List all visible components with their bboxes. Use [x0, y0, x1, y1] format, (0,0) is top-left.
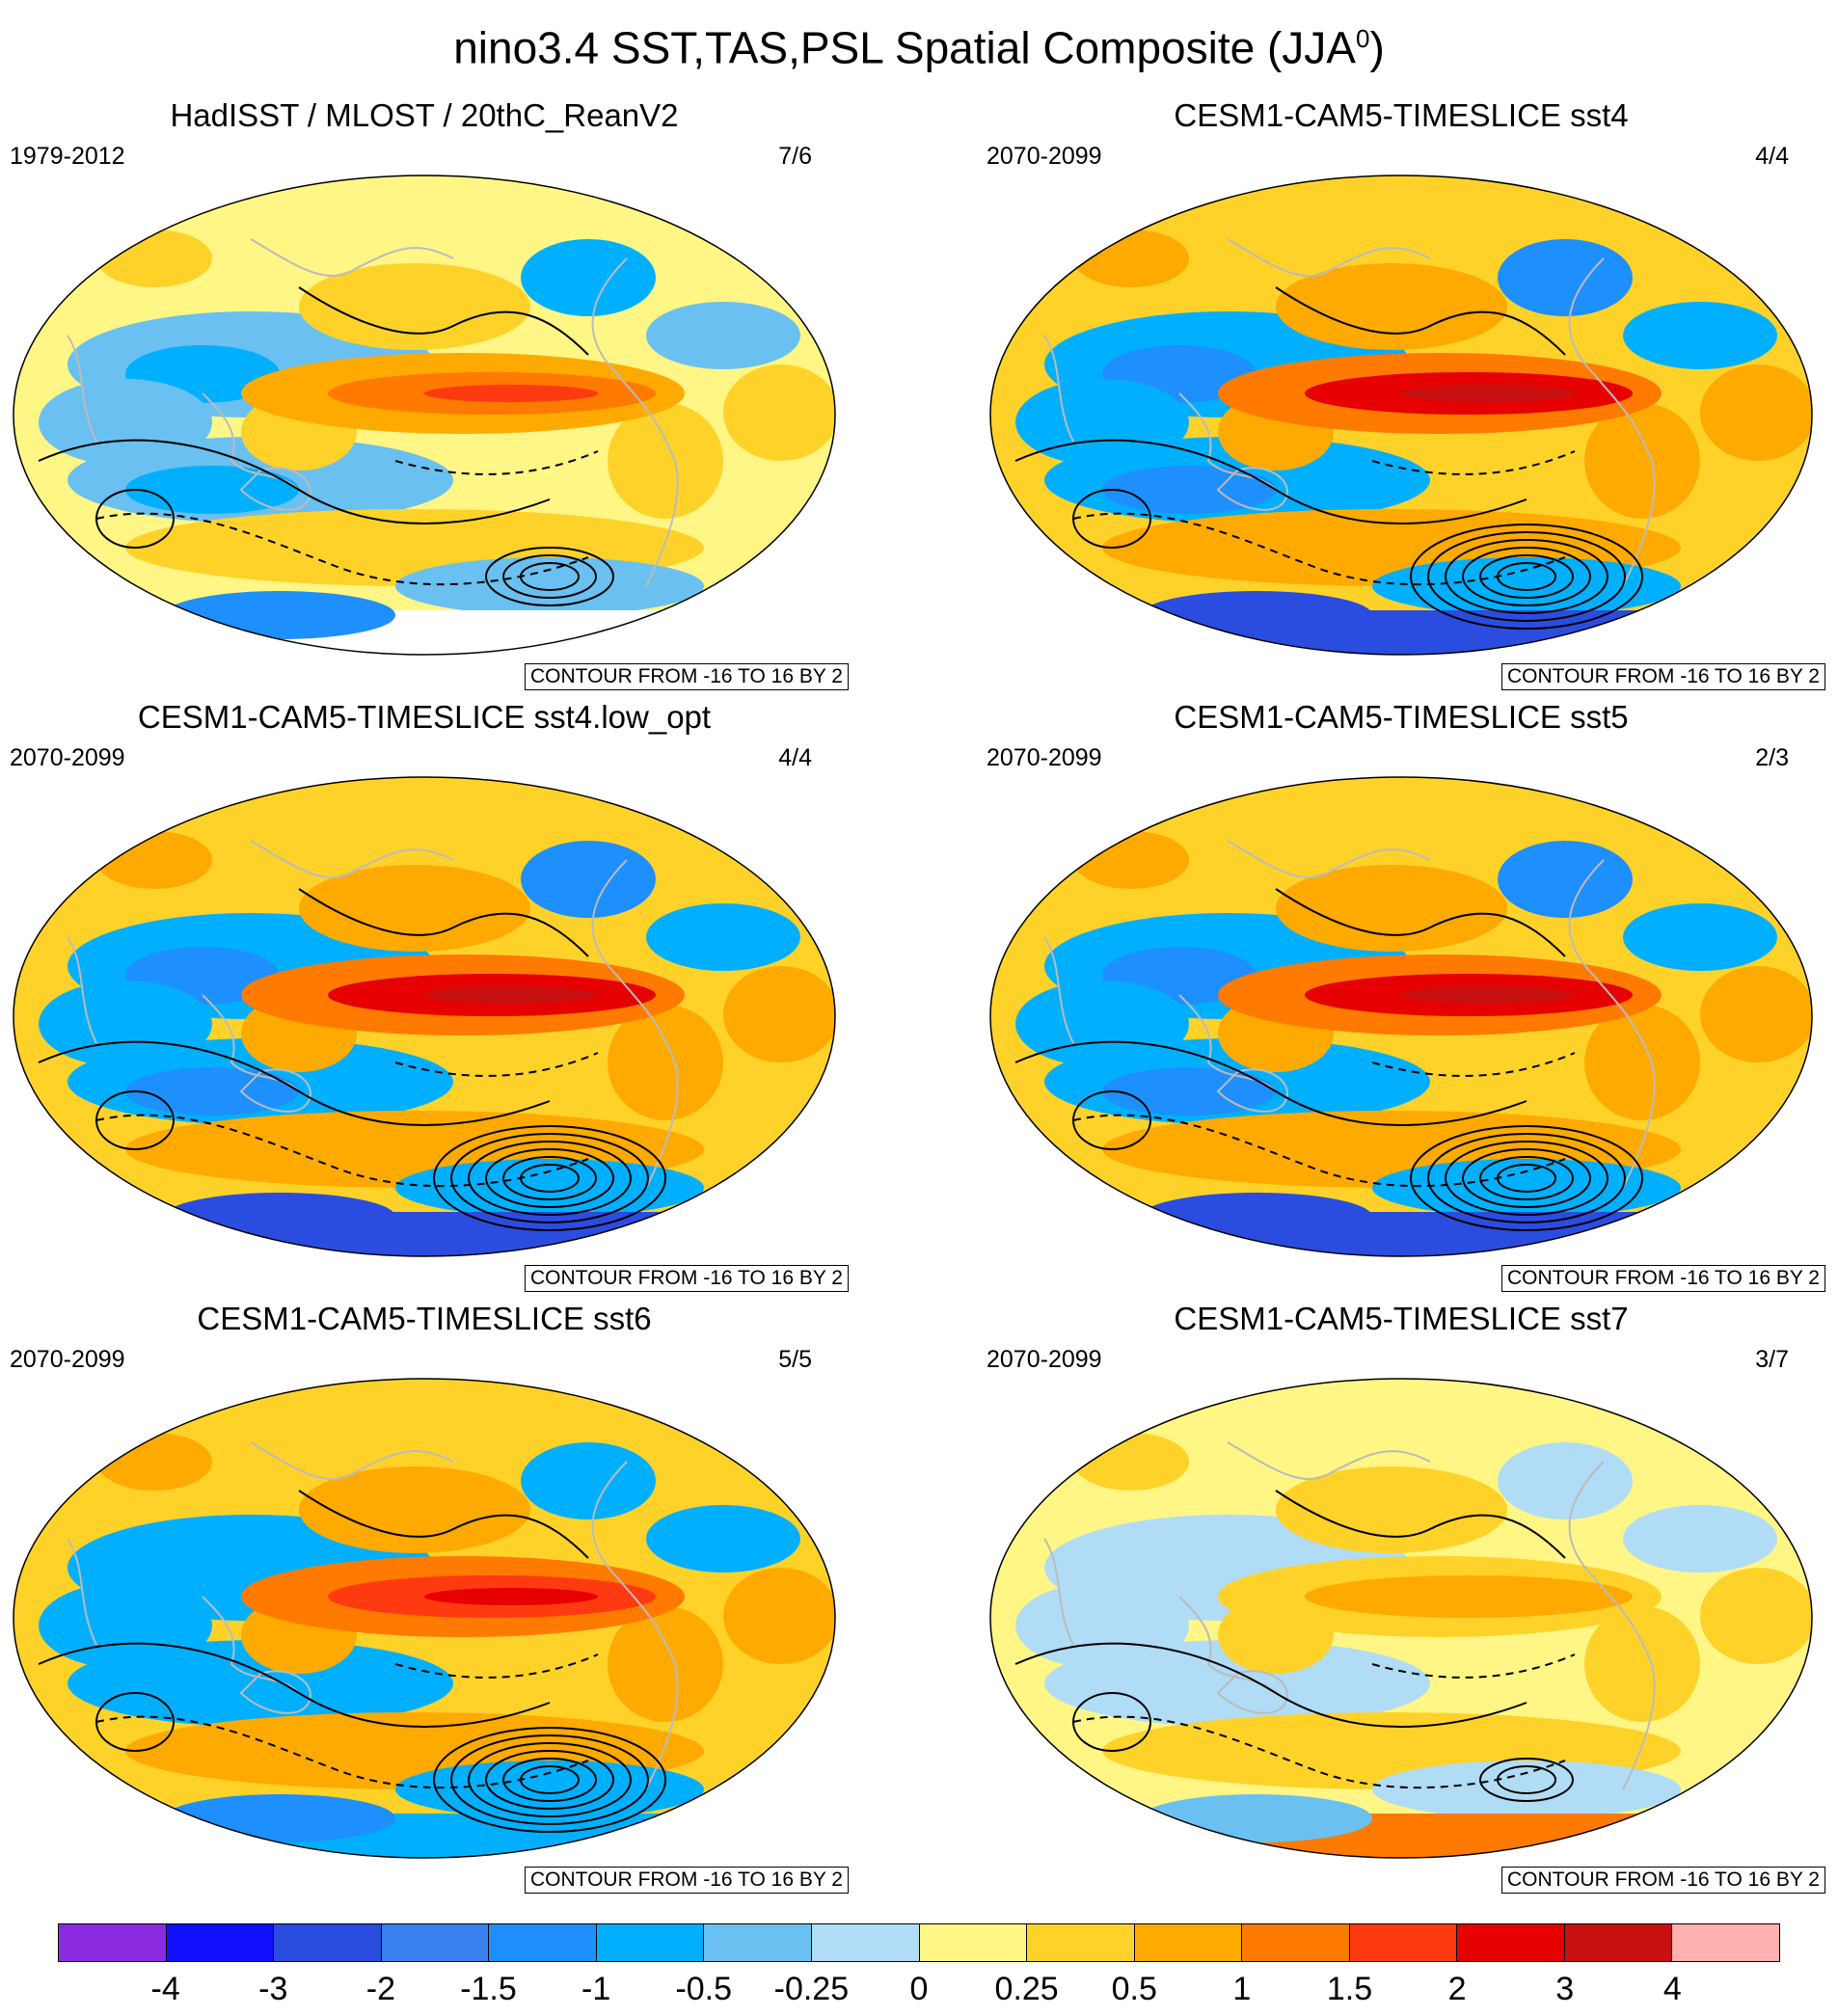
map-panel-5: CESM1-CAM5-TIMESLICE sst6 2070-2099 5/5 CON… [0, 1300, 849, 1902]
map-projection [989, 175, 1813, 656]
colorbar-swatch [489, 1924, 597, 1961]
colorbar-swatch [381, 1924, 490, 1961]
colorbar-swatch [1672, 1924, 1779, 1961]
colorbar [58, 1923, 1780, 1962]
panel-period: 2070-2099 [987, 143, 1102, 170]
map-projection [13, 776, 836, 1257]
contour-info-box: CONTOUR FROM -16 TO 16 BY 2 [524, 1867, 849, 1894]
map-panel-1: HadISST / MLOST / 20thC_ReanV2 1979-2012 7… [0, 96, 849, 699]
colorbar-labels: -4 -3 -2 -1.5 -1 -0.5 -0.25 0 0.25 0.5 1 1.5 2 3 4 [58, 1971, 1780, 2009]
contour-info-box: CONTOUR FROM -16 TO 16 BY 2 [1500, 1867, 1825, 1894]
colorbar-swatch [1457, 1924, 1565, 1961]
contour-info-box: CONTOUR FROM -16 TO 16 BY 2 [1500, 663, 1825, 690]
colorbar-swatch [1027, 1924, 1135, 1961]
map-panel-3: CESM1-CAM5-TIMESLICE sst4.low_opt 2070-20… [0, 698, 849, 1301]
panel-period: 2070-2099 [987, 744, 1102, 771]
contour-info-box: CONTOUR FROM -16 TO 16 BY 2 [524, 663, 849, 690]
colorbar-swatch [1242, 1924, 1350, 1961]
panel-period: 2070-2099 [987, 1346, 1102, 1373]
colorbar-tick-label: -1.5 [460, 1971, 517, 2007]
colorbar-swatch [166, 1924, 275, 1961]
panel-title: CESM1-CAM5-TIMESLICE sst4.low_opt [137, 699, 712, 735]
panel-period: 2070-2099 [10, 744, 125, 771]
map-panel-4: CESM1-CAM5-TIMESLICE sst5 2070-2099 2/3 CON… [977, 698, 1825, 1301]
colorbar-swatch [1349, 1924, 1458, 1961]
panel-title: CESM1-CAM5-TIMESLICE sst7 [1174, 1301, 1629, 1336]
colorbar-swatch [811, 1924, 920, 1961]
colorbar-tick-label: 4 [1662, 1971, 1682, 2007]
colorbar-tick-label: -1 [581, 1971, 611, 2007]
colorbar-tick-label: -3 [258, 1971, 288, 2007]
panel-ensemble-count: 3/7 [1755, 1346, 1789, 1373]
map-panel-2: CESM1-CAM5-TIMESLICE sst4 2070-2099 4/4 CON… [977, 96, 1825, 699]
colorbar-tick-label: 2 [1447, 1971, 1467, 2007]
map-projection [989, 776, 1813, 1257]
colorbar-tick-label: 1.5 [1326, 1971, 1373, 2007]
colorbar-swatch [919, 1924, 1028, 1961]
contour-info-box: CONTOUR FROM -16 TO 16 BY 2 [1500, 1265, 1825, 1292]
map-projection [13, 175, 836, 656]
colorbar-swatch [596, 1924, 705, 1961]
panel-title: CESM1-CAM5-TIMESLICE sst6 [197, 1301, 652, 1336]
colorbar-tick-label: -4 [150, 1971, 180, 2007]
colorbar-tick-label: 0 [909, 1971, 929, 2007]
colorbar-tick-label: 3 [1555, 1971, 1575, 2007]
colorbar-swatch [704, 1924, 812, 1961]
panel-ensemble-count: 5/5 [778, 1346, 812, 1373]
colorbar-tick-label: -2 [365, 1971, 395, 2007]
map-panel-6: CESM1-CAM5-TIMESLICE sst7 2070-2099 3/7 CON… [977, 1300, 1825, 1902]
colorbar-tick-label: 0.5 [1111, 1971, 1157, 2007]
map-projection [13, 1378, 836, 1859]
colorbar-tick-label: 1 [1232, 1971, 1252, 2007]
colorbar-swatch [274, 1924, 382, 1961]
panel-ensemble-count: 4/4 [1755, 143, 1789, 170]
contour-info-box: CONTOUR FROM -16 TO 16 BY 2 [524, 1265, 849, 1292]
colorbar-tick-label: -0.5 [675, 1971, 733, 2007]
panel-period: 2070-2099 [10, 1346, 125, 1373]
panel-ensemble-count: 4/4 [778, 744, 812, 771]
colorbar-tick-label: -0.25 [773, 1971, 850, 2007]
colorbar-swatch [1134, 1924, 1243, 1961]
panel-title: HadISST / MLOST / 20thC_ReanV2 [170, 97, 679, 133]
colorbar-swatch [1564, 1924, 1673, 1961]
panel-ensemble-count: 7/6 [778, 143, 812, 170]
panel-period: 1979-2012 [10, 143, 125, 170]
figure-title: nino3.4 SST,TAS,PSL Spatial Composite (J… [453, 22, 1385, 73]
map-projection [989, 1378, 1813, 1859]
panel-title: CESM1-CAM5-TIMESLICE sst5 [1174, 699, 1629, 735]
colorbar-tick-label: 0.25 [994, 1971, 1059, 2007]
panel-title: CESM1-CAM5-TIMESLICE sst4 [1174, 97, 1629, 133]
colorbar-swatch [59, 1924, 167, 1961]
panel-ensemble-count: 2/3 [1755, 744, 1789, 771]
